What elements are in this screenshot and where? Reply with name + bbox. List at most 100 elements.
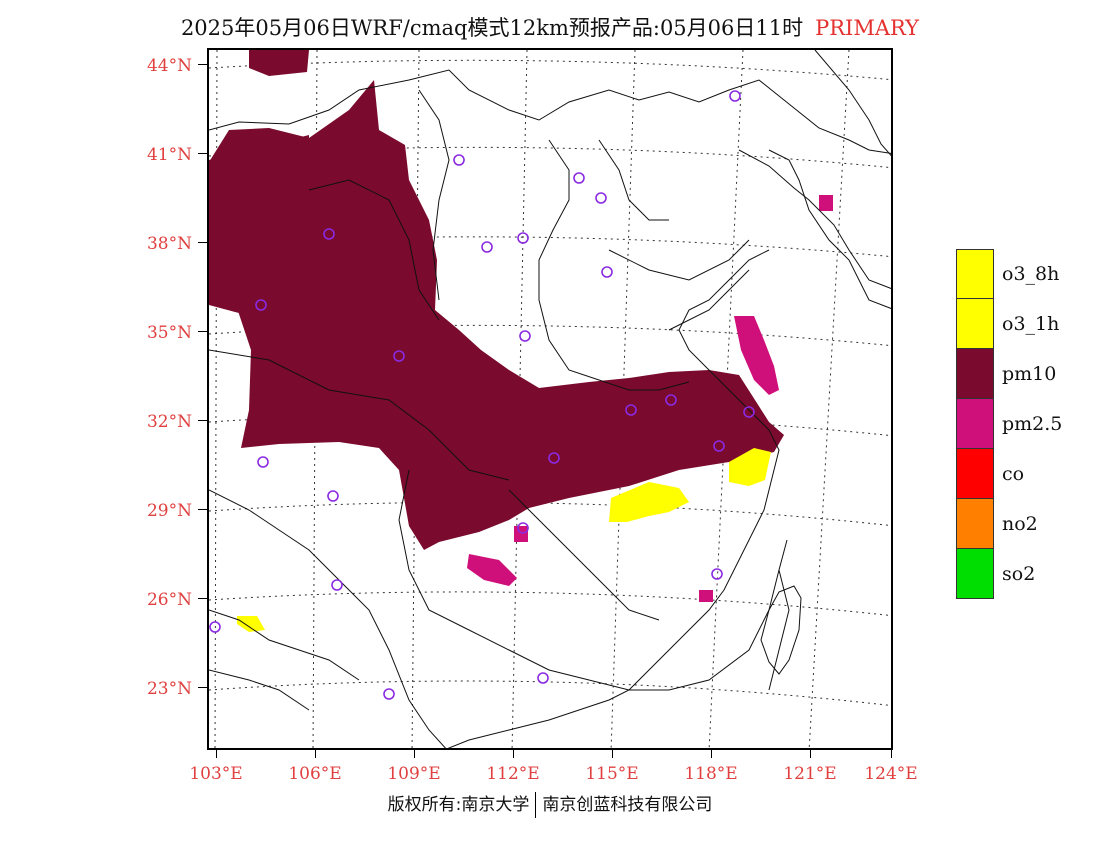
lat-label-29: 29°N	[146, 501, 192, 521]
circle-marker-icon	[517, 232, 529, 244]
circle-marker-icon	[255, 299, 267, 311]
pm25-spot	[514, 526, 528, 542]
pm25-region-south	[467, 554, 517, 586]
legend-item: o3_1h	[956, 299, 1076, 349]
station-markers	[209, 90, 755, 700]
pm10-region-top	[249, 50, 309, 76]
lon-label-103: 103°E	[189, 764, 243, 784]
lat-label-44: 44°N	[146, 56, 192, 76]
circle-marker-icon	[519, 330, 531, 342]
pm25-region-east	[734, 316, 779, 395]
legend-item: co	[956, 449, 1076, 499]
legend-label: co	[1002, 463, 1025, 485]
copyright-footer: 版权所有:南京大学 南京创蓝科技有限公司	[0, 790, 1100, 818]
lon-label-118: 118°E	[684, 764, 738, 784]
lon-tick	[414, 750, 415, 758]
o3-region-southwest	[237, 616, 265, 632]
legend-swatch	[956, 349, 994, 399]
lon-tick	[315, 750, 316, 758]
circle-marker-icon	[327, 490, 339, 502]
pm10-region-north	[209, 80, 784, 550]
lat-tick	[198, 598, 207, 599]
lat-label-38: 38°N	[146, 234, 192, 254]
lat-label-32: 32°N	[146, 412, 192, 432]
legend-label: pm10	[1002, 363, 1057, 385]
circle-marker-icon	[665, 394, 677, 406]
circle-marker-icon	[257, 456, 269, 468]
o3-region-east	[729, 448, 771, 486]
legend: o3_8h o3_1h pm10 pm2.5 co no2 so2	[956, 249, 1076, 599]
legend-swatch	[956, 499, 994, 549]
legend-item: o3_8h	[956, 249, 1076, 299]
legend-item: pm2.5	[956, 399, 1076, 449]
lat-tick	[198, 420, 207, 421]
lat-tick	[198, 242, 207, 243]
pm10-region-northwest	[209, 135, 309, 230]
map-title: 2025年05月06日WRF/cmaq模式12km预报产品:05月06日11时 P…	[0, 12, 1100, 42]
lat-label-26: 26°N	[146, 590, 192, 610]
circle-marker-icon	[393, 350, 405, 362]
lon-tick	[612, 750, 613, 758]
legend-label: no2	[1002, 513, 1038, 535]
circle-marker-icon	[453, 154, 465, 166]
lon-tick	[216, 750, 217, 758]
lon-tick	[513, 750, 514, 758]
circle-marker-icon	[625, 404, 637, 416]
circle-marker-icon	[537, 672, 549, 684]
title-text: 2025年05月06日WRF/cmaq模式12km预报产品:05月06日11时	[180, 16, 804, 40]
primary-tag: PRIMARY	[815, 16, 920, 40]
lon-label-109: 109°E	[387, 764, 441, 784]
pm10-region-west	[209, 260, 319, 330]
circle-marker-icon	[713, 440, 725, 452]
lat-label-41: 41°N	[146, 145, 192, 165]
circle-marker-icon	[481, 241, 493, 253]
circle-marker-icon	[383, 688, 395, 700]
circle-marker-icon	[209, 621, 221, 633]
legend-label: o3_8h	[1002, 263, 1060, 285]
circle-marker-icon	[601, 266, 613, 278]
copyright-right: 南京创蓝科技有限公司	[542, 795, 713, 815]
legend-label: pm2.5	[1002, 413, 1063, 435]
legend-item: so2	[956, 549, 1076, 599]
legend-label: so2	[1002, 563, 1036, 585]
lat-label-35: 35°N	[146, 323, 192, 343]
lon-label-124: 124°E	[864, 764, 918, 784]
legend-swatch	[956, 299, 994, 349]
coastline	[447, 50, 891, 748]
lat-tick	[198, 331, 207, 332]
lat-label-23: 23°N	[146, 679, 192, 699]
footer-separator	[535, 792, 537, 818]
copyright-left: 版权所有:南京大学	[387, 795, 530, 815]
lon-label-112: 112°E	[486, 764, 540, 784]
legend-item: no2	[956, 499, 1076, 549]
circle-marker-icon	[595, 192, 607, 204]
legend-swatch	[956, 449, 994, 499]
lat-tick	[198, 153, 207, 154]
pm25-spot	[819, 195, 833, 211]
circle-marker-icon	[517, 522, 529, 534]
circle-marker-icon	[711, 568, 723, 580]
lat-tick	[198, 687, 207, 688]
circle-marker-icon	[548, 452, 560, 464]
lat-tick	[198, 64, 207, 65]
circle-marker-icon	[729, 90, 741, 102]
map-canvas[interactable]	[207, 48, 893, 750]
circle-marker-icon	[323, 228, 335, 240]
legend-label: o3_1h	[1002, 313, 1060, 335]
legend-swatch	[956, 249, 994, 299]
circle-marker-icon	[331, 579, 343, 591]
lon-tick	[810, 750, 811, 758]
lon-tick	[711, 750, 712, 758]
lat-tick	[198, 509, 207, 510]
pm25-spot	[699, 590, 713, 602]
circle-marker-icon	[573, 172, 585, 184]
lon-tick	[891, 750, 892, 758]
lon-label-121: 121°E	[783, 764, 837, 784]
o3-region-central	[609, 482, 689, 522]
legend-item: pm10	[956, 349, 1076, 399]
circle-marker-icon	[743, 406, 755, 418]
legend-swatch	[956, 549, 994, 599]
map-svg	[209, 50, 891, 748]
lon-label-106: 106°E	[288, 764, 342, 784]
lon-label-115: 115°E	[585, 764, 639, 784]
